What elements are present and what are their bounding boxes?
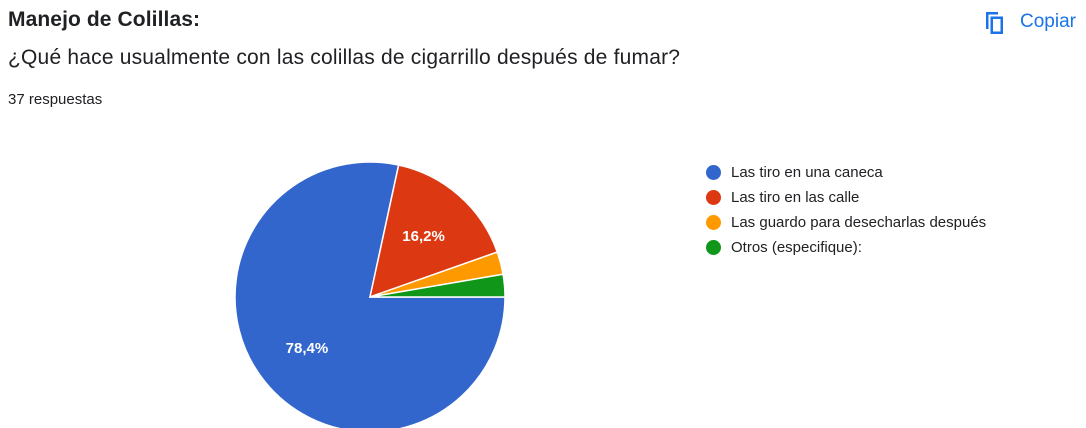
slice-label-1: 78,4%: [286, 340, 329, 357]
legend-item-4: Otros (especifique):: [706, 235, 986, 260]
legend-swatch: [706, 215, 721, 230]
copy-button[interactable]: Copiar: [978, 6, 1080, 38]
legend-label: Otros (especifique):: [731, 239, 862, 256]
legend-label: Las tiro en las calle: [731, 189, 860, 206]
response-count: 37 respuestas: [8, 91, 103, 108]
legend-label: Las guardo para desecharlas después: [731, 214, 987, 231]
pie-chart: 78,4% 16,2%: [234, 161, 506, 428]
pie-slice-4: [369, 273, 506, 298]
legend-label: Las tiro en una caneca: [731, 164, 883, 181]
copy-icon: [986, 12, 1004, 34]
slice-label-2: 16,2%: [402, 228, 445, 245]
section-title: Manejo de Colillas:: [8, 8, 201, 31]
legend-swatch: [706, 165, 721, 180]
copy-label: Copiar: [1020, 11, 1076, 32]
pie-slice-2: [368, 164, 499, 299]
legend-item-2: Las tiro en las calle: [706, 185, 986, 210]
legend-item-3: Las guardo para desecharlas después: [706, 210, 986, 235]
legend-item-1: Las tiro en una caneca: [706, 160, 986, 185]
legend-swatch: [706, 190, 721, 205]
legend-swatch: [706, 240, 721, 255]
question-text: ¿Qué hace usualmente con las colillas de…: [8, 46, 681, 69]
chart-legend: Las tiro en una caneca Las tiro en las ca…: [706, 160, 986, 260]
